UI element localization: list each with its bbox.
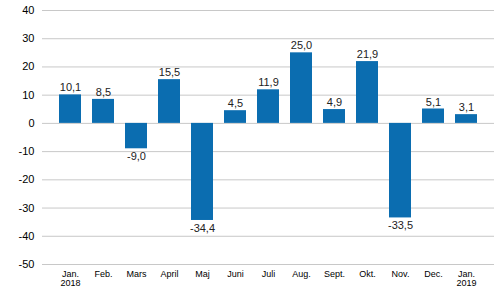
svg-text:April: April: [160, 269, 178, 279]
svg-text:-50: -50: [19, 258, 35, 270]
svg-text:-34,4: -34,4: [190, 222, 215, 234]
svg-text:Sept.: Sept.: [324, 269, 345, 279]
svg-text:Maj: Maj: [195, 269, 210, 279]
svg-text:-30: -30: [19, 202, 35, 214]
svg-text:21,9: 21,9: [357, 48, 378, 60]
svg-text:30: 30: [22, 32, 34, 44]
svg-text:3,1: 3,1: [459, 101, 474, 113]
svg-text:5,1: 5,1: [426, 96, 441, 108]
svg-text:-33,5: -33,5: [388, 219, 413, 231]
svg-text:25,0: 25,0: [291, 39, 312, 51]
svg-text:15,5: 15,5: [159, 66, 180, 78]
svg-text:Dec.: Dec.: [424, 269, 443, 279]
svg-text:-9,0: -9,0: [127, 150, 146, 162]
svg-text:8,5: 8,5: [96, 86, 111, 98]
svg-text:10: 10: [22, 89, 34, 101]
svg-text:Jan.2019: Jan.2019: [456, 269, 476, 288]
svg-text:-10: -10: [19, 145, 35, 157]
svg-text:20: 20: [22, 60, 34, 72]
svg-text:Mars: Mars: [127, 269, 147, 279]
svg-text:-40: -40: [19, 230, 35, 242]
svg-text:Juli: Juli: [262, 269, 276, 279]
svg-text:-20: -20: [19, 173, 35, 185]
svg-text:4,9: 4,9: [327, 96, 342, 108]
svg-text:10,1: 10,1: [60, 81, 81, 93]
svg-text:Feb.: Feb.: [94, 269, 112, 279]
svg-text:11,9: 11,9: [258, 76, 279, 88]
svg-text:0: 0: [28, 117, 34, 129]
svg-text:Aug.: Aug.: [292, 269, 311, 279]
svg-text:4,5: 4,5: [228, 97, 243, 109]
svg-text:Okt.: Okt.: [359, 269, 376, 279]
svg-text:Juni: Juni: [227, 269, 244, 279]
svg-text:Nov.: Nov.: [392, 269, 410, 279]
svg-text:Jan.2018: Jan.2018: [60, 269, 80, 288]
svg-text:40: 40: [22, 4, 34, 16]
